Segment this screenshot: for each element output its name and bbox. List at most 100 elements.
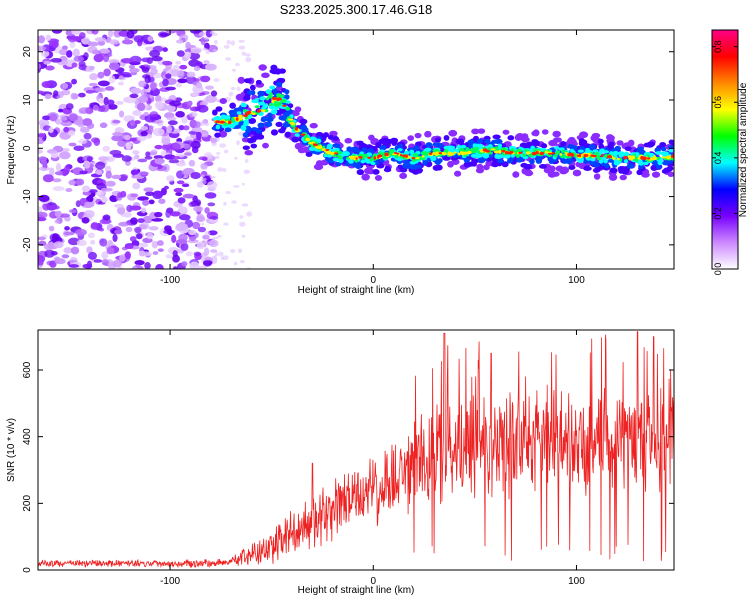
heatmap-noise-cell [138, 95, 149, 103]
heatmap-ridge-cell [321, 148, 327, 152]
heatmap-ridge-cell [337, 150, 343, 155]
heatmap-noise-cell [200, 75, 211, 83]
heatmap-noise-cell [65, 188, 73, 193]
heatmap-ridge-cell [594, 152, 600, 155]
heatmap-noise-cell [71, 62, 78, 68]
heatmap-ridge-cell [506, 158, 513, 164]
heatmap-ridge-cell [463, 157, 471, 163]
heatmap-noise-cell [134, 154, 140, 160]
heatmap-noise-cell [201, 133, 209, 138]
chart-title: S233.2025.300.17.46.G18 [280, 2, 433, 17]
heatmap-ridge-cell [269, 85, 276, 90]
heatmap-noise-cell [38, 211, 48, 219]
heatmap-noise-cell [138, 242, 149, 248]
heatmap-noise-cell [231, 200, 237, 204]
heatmap-ridge-cell [490, 148, 496, 151]
heatmap-noise-cell [205, 63, 217, 71]
heatmap-noise-cell [101, 187, 113, 192]
heatmap-ridge-cell [360, 159, 366, 164]
heatmap-ridge-cell [344, 137, 353, 144]
heatmap-noise-cell [93, 259, 103, 263]
heatmap-ridge-cell [284, 94, 290, 100]
heatmap-noise-cell [107, 103, 118, 110]
heatmap-noise-cell [202, 47, 208, 51]
heatmap-noise-cell [78, 107, 91, 114]
heatmap-noise-cell [183, 51, 192, 59]
heatmap-ridge-cell [309, 122, 318, 129]
heatmap-ridge-cell [382, 156, 388, 160]
heatmap-noise-cell [131, 266, 138, 269]
heatmap-ridge-cell [257, 109, 262, 113]
heatmap-noise-cell [206, 181, 218, 190]
heatmap-ridge-cell [220, 114, 227, 119]
heatmap-noise-cell [81, 217, 90, 224]
heatmap-noise-cell [117, 81, 125, 86]
heatmap-noise-cell [217, 234, 222, 238]
heatmap-ridge-cell [424, 147, 432, 152]
colorbar-label: Normalized spectral amplitude [738, 82, 749, 217]
heatmap-ridge-cell [524, 169, 533, 176]
heatmap-ridge-cell [616, 140, 624, 146]
heatmap-noise-cell [234, 156, 238, 160]
heatmap-ridge-cell [540, 143, 548, 149]
heatmap-noise-cell [106, 99, 115, 106]
heatmap-noise-cell [129, 55, 142, 64]
heatmap-noise-cell [84, 161, 91, 169]
heatmap-noise-cell [172, 266, 178, 269]
heatmap-noise-cell [62, 45, 68, 51]
heatmap-noise-cell [175, 60, 182, 65]
heatmap-noise-cell [73, 55, 84, 62]
snr-series-line [38, 331, 674, 569]
heatmap-ridge-cell [399, 172, 408, 179]
heatmap-noise-cell [107, 239, 113, 247]
heatmap-ridge-cell [291, 122, 296, 126]
heatmap-noise-cell [202, 260, 213, 265]
heatmap-ridge-cell [242, 109, 247, 113]
heatmap-noise-cell [49, 205, 60, 210]
heatmap-ridge-cell [572, 169, 582, 177]
heatmap-ridge-cell [539, 151, 545, 156]
heatmap-noise-cell [213, 78, 220, 82]
heatmap-ridge-cell [357, 153, 364, 157]
snr-y-label: SNR (10 * v/v) [6, 418, 17, 482]
heatmap-noise-cell [198, 31, 206, 37]
heatmap-noise-cell [245, 56, 252, 63]
heatmap-ridge-cell [471, 128, 480, 135]
heatmap-ridge-cell [575, 161, 583, 168]
heatmap-noise-cell [155, 94, 162, 103]
heatmap-ridge-cell [624, 146, 632, 152]
heatmap-noise-cell [222, 167, 227, 173]
heatmap-noise-cell [67, 34, 77, 43]
heatmap-ridge-cell [421, 155, 425, 158]
heatmap-noise-cell [243, 169, 251, 174]
heatmap-ridge-cell [623, 158, 629, 164]
heatmap-noise-cell [215, 152, 221, 155]
heatmap-ridge-cell [668, 148, 674, 153]
heatmap-ridge-cell [454, 170, 462, 177]
heatmap-ridge-cell [631, 155, 636, 160]
heatmap-ridge-cell [361, 173, 370, 181]
heatmap-noise-cell [200, 179, 207, 185]
heatmap-noise-cell [125, 226, 133, 233]
heatmap-noise-cell [165, 73, 172, 79]
heatmap-ridge-cell [643, 161, 649, 166]
heatmap-ridge-cell [612, 156, 616, 161]
heatmap-noise-cell [155, 264, 164, 269]
heatmap-ridge-cell [361, 147, 368, 153]
heatmap-ridge-cell [300, 124, 308, 130]
heatmap-ridge-cell [240, 124, 247, 130]
heatmap-ridge-cell [515, 158, 523, 163]
heatmap-ridge-cell [228, 109, 237, 115]
heatmap-noise-cell [137, 158, 148, 163]
heatmap-noise-cell [173, 187, 184, 193]
heatmap-noise-cell [140, 207, 147, 214]
heatmap-noise-cell [175, 110, 185, 118]
heatmap-noise-cell [49, 233, 61, 242]
heatmap-ridge-cell [569, 152, 574, 157]
colorbar-gradient [711, 29, 739, 270]
heatmap-noise-cell [219, 143, 227, 148]
heatmap-ridge-cell [254, 98, 259, 104]
heatmap-ridge-cell [345, 151, 350, 156]
heatmap-noise-cell [95, 169, 103, 175]
heatmap-ridge-cell [414, 132, 422, 139]
